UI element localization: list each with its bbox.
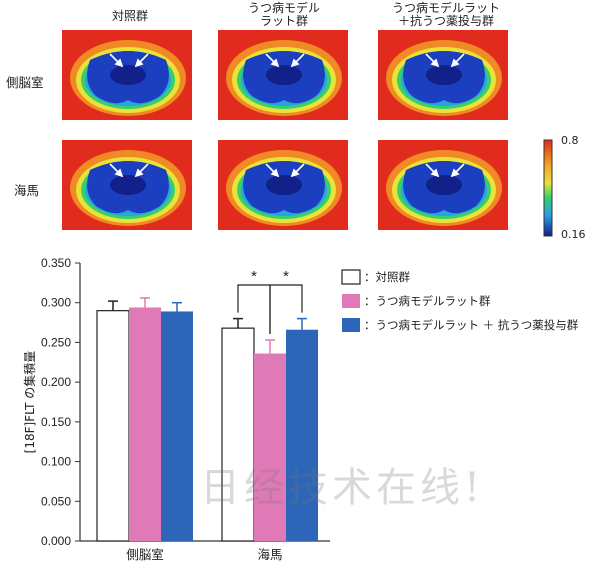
legend-swatch xyxy=(341,269,361,285)
y-tick-label: 0.300 xyxy=(41,296,71,310)
significance-label: * xyxy=(251,268,257,285)
bar xyxy=(161,311,193,541)
bar xyxy=(129,307,161,541)
significance-bracket xyxy=(269,284,303,335)
column-header-model: うつ病モデル ラット群 xyxy=(247,1,320,28)
brain-scan-image xyxy=(378,140,508,230)
bar xyxy=(221,327,255,542)
brain-scan-image xyxy=(218,30,348,120)
y-tick-label: 0.100 xyxy=(41,455,71,469)
colorbar-max-label: 0.8 xyxy=(561,134,579,147)
significance-bracket xyxy=(237,284,271,335)
column-header-control: 対照群 xyxy=(111,9,148,23)
legend-swatch xyxy=(342,318,360,332)
legend-label: ：対照群 xyxy=(364,270,410,284)
brain-scan-image xyxy=(378,30,508,120)
significance-label: * xyxy=(283,268,289,285)
brain-scan-image xyxy=(62,30,192,120)
brain-scan-image xyxy=(62,140,192,230)
y-axis-label: [18F]FLT の集積量 xyxy=(22,351,37,454)
x-tick-label: 海馬 xyxy=(257,547,282,562)
bar xyxy=(286,329,318,541)
y-tick-label: 0.350 xyxy=(41,256,71,270)
x-tick-label: 側脳室 xyxy=(126,547,164,562)
colorbar xyxy=(543,139,553,237)
bar xyxy=(96,310,130,542)
y-tick-label: 0.150 xyxy=(41,415,71,429)
legend-swatch xyxy=(342,294,360,308)
row-header-ventricle: 側脳室 xyxy=(6,75,44,90)
row-header-hippocampus: 海馬 xyxy=(14,183,40,198)
watermark: 日经技术在线! xyxy=(200,465,485,511)
legend-label: ：うつ病モデルラット群 xyxy=(364,294,491,308)
y-tick-label: 0.250 xyxy=(41,335,71,349)
colorbar-min-label: 0.16 xyxy=(561,228,586,241)
y-tick-label: 0.050 xyxy=(41,494,71,508)
bar xyxy=(254,353,286,541)
y-tick-label: 0.200 xyxy=(41,375,71,389)
y-tick-label: 0.000 xyxy=(41,534,71,548)
legend-label: ：うつ病モデルラット ＋ 抗うつ薬投与群 xyxy=(364,318,579,332)
column-header-treated: うつ病モデルラット ＋抗うつ薬投与群 xyxy=(391,1,500,28)
bar-chart: 0.000 0.050 0.100 0.150 0.200 0.250 0.300 0.350… xyxy=(22,256,579,562)
brain-scan-image xyxy=(218,140,348,230)
